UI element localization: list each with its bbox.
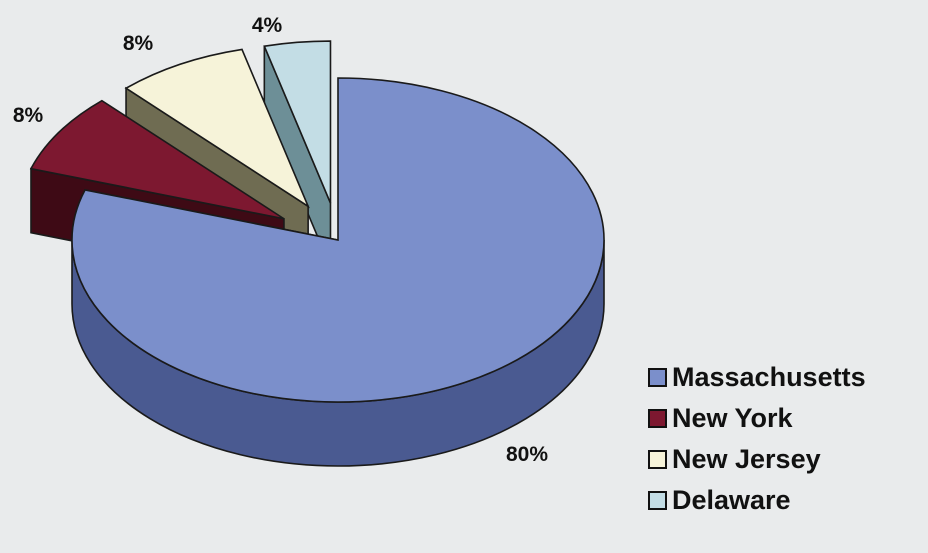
slice-top-massachusetts: [71, 77, 605, 403]
slice-top-new-jersey: [124, 48, 310, 209]
legend-swatch-new-york: [648, 408, 667, 428]
slice-delaware: [263, 40, 332, 268]
pct-label-delaware: 4%: [252, 14, 283, 37]
legend-swatch-delaware: [648, 490, 667, 510]
legend-item-new-jersey: New Jersey: [648, 442, 928, 476]
legend-swatch-new-jersey: [648, 449, 667, 469]
legend-label-massachusetts: Massachusetts: [672, 361, 866, 392]
slice-massachusetts: [71, 77, 605, 467]
legend-label-delaware: Delaware: [672, 484, 791, 515]
legend-item-new-york: New York: [648, 401, 928, 435]
legend: Massachusetts New York New Jersey Delawa…: [648, 360, 928, 524]
legend-item-delaware: Delaware: [648, 483, 928, 517]
legend-label-new-jersey: New Jersey: [672, 443, 821, 474]
legend-label-new-york: New York: [672, 402, 793, 433]
legend-swatch-massachusetts: [648, 367, 667, 387]
slice-top-delaware: [263, 40, 332, 204]
slice-top-new-york: [29, 99, 285, 220]
pct-label-new-york: 8%: [13, 104, 44, 127]
legend-item-massachusetts: Massachusetts: [648, 360, 928, 394]
pct-label-massachusetts: 80%: [506, 443, 548, 466]
pct-label-new-jersey: 8%: [123, 32, 154, 55]
